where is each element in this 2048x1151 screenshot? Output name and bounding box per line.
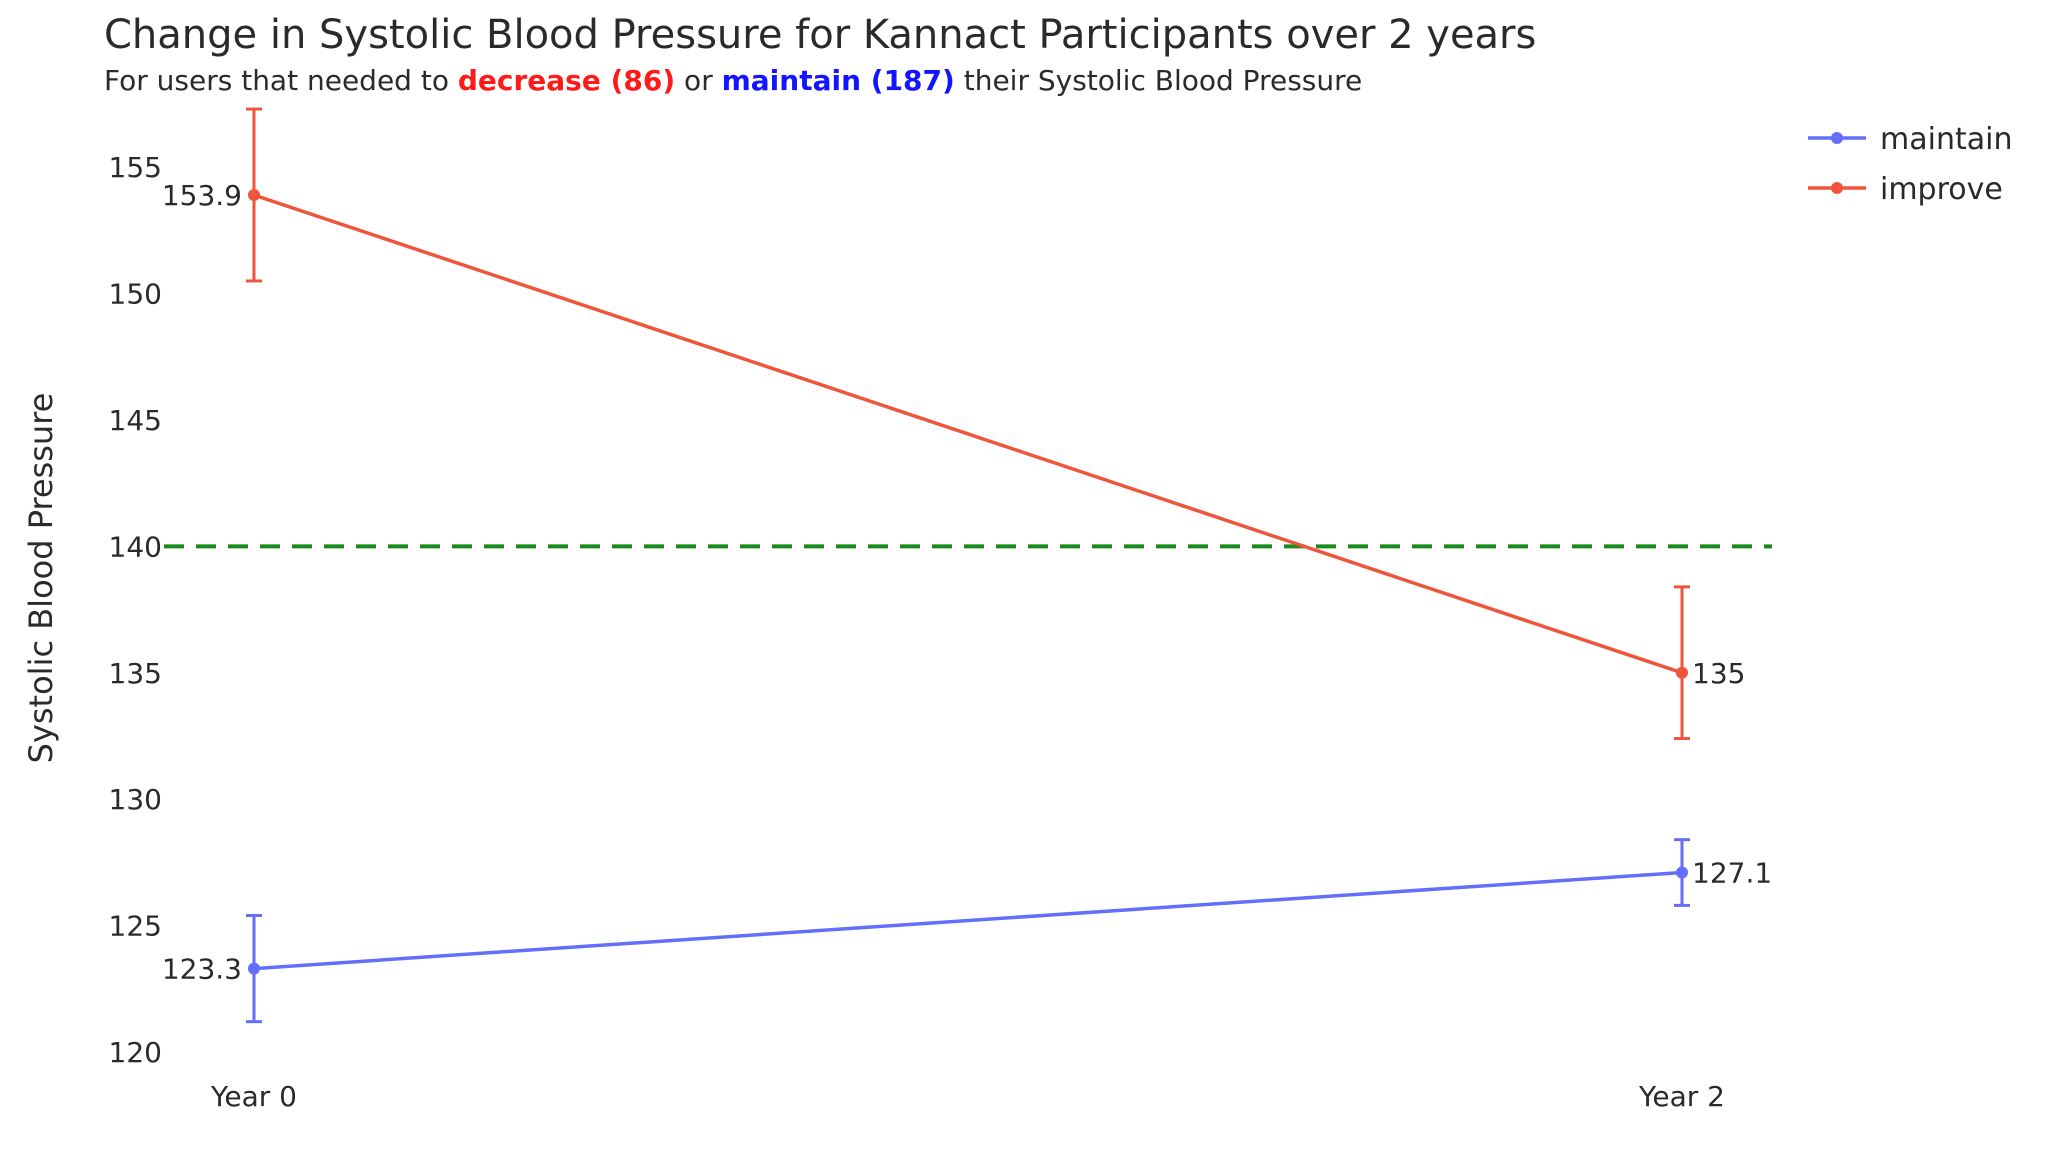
- series-line-improve: [253, 193, 1683, 675]
- data-point-maintain: [248, 962, 260, 975]
- subtitle-middle: or: [675, 64, 722, 97]
- data-label-maintain: 127.1: [1692, 857, 1772, 890]
- y-tick-label: 125: [109, 910, 162, 943]
- y-axis-title: Systolic Blood Pressure: [22, 393, 60, 764]
- y-tick-label: 145: [109, 404, 162, 437]
- data-label-improve: 153.9: [162, 179, 242, 212]
- y-tick-label: 155: [109, 151, 162, 184]
- data-point-improve: [248, 189, 260, 202]
- y-tick-label: 135: [109, 657, 162, 690]
- y-tick-label: 150: [109, 278, 162, 311]
- series-line-maintain: [253, 870, 1683, 971]
- data-label-improve: 135: [1692, 657, 1745, 690]
- y-tick-label: 120: [109, 1036, 162, 1069]
- data-label-maintain: 123.3: [162, 953, 242, 986]
- legend-label-maintain: maintain: [1880, 122, 2012, 157]
- x-tick-label: Year 2: [1638, 1080, 1725, 1113]
- chart-title: Change in Systolic Blood Pressure for Ka…: [104, 12, 1537, 58]
- subtitle-prefix: For users that needed to: [104, 64, 458, 97]
- data-point-improve: [1676, 666, 1688, 679]
- legend-label-improve: improve: [1880, 172, 2003, 207]
- x-tick-label: Year 0: [210, 1080, 297, 1113]
- legend-marker-improve: [1831, 182, 1843, 194]
- subtitle-suffix: their Systolic Blood Pressure: [954, 64, 1363, 97]
- data-point-maintain: [1676, 866, 1688, 879]
- y-tick-label: 140: [109, 530, 162, 563]
- subtitle-decrease: decrease (86): [457, 64, 676, 97]
- legend-marker-maintain: [1831, 132, 1843, 144]
- chart-subtitle: For users that needed to decrease (86) o…: [104, 64, 1362, 97]
- subtitle-maintain: maintain (187): [721, 64, 955, 97]
- y-tick-label: 130: [109, 783, 162, 816]
